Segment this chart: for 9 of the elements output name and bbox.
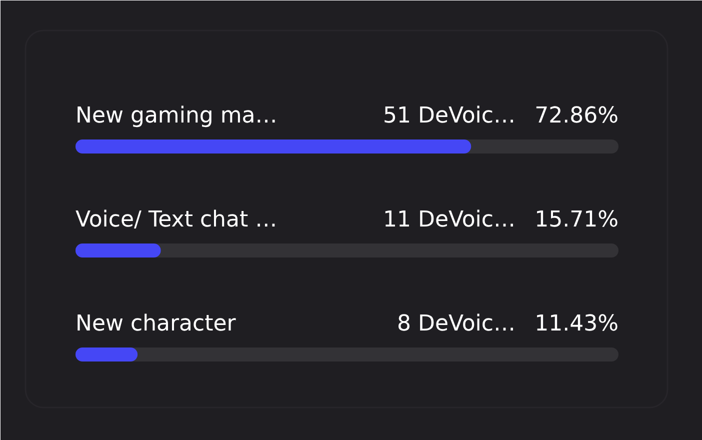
annotation: 11 DeVoic… [383, 208, 516, 232]
y-tick-label: New character [76, 312, 237, 336]
data-label: 72.86% [534, 104, 619, 128]
y-tick-label: New gaming ma… [76, 104, 278, 128]
data-label: 11.43% [534, 312, 619, 336]
data-label: 15.71% [534, 208, 619, 232]
y-tick-label: Voice/ Text chat … [76, 208, 278, 232]
annotation: 51 DeVoic… [383, 104, 516, 128]
annotation: 8 DeVoic… [397, 312, 516, 336]
